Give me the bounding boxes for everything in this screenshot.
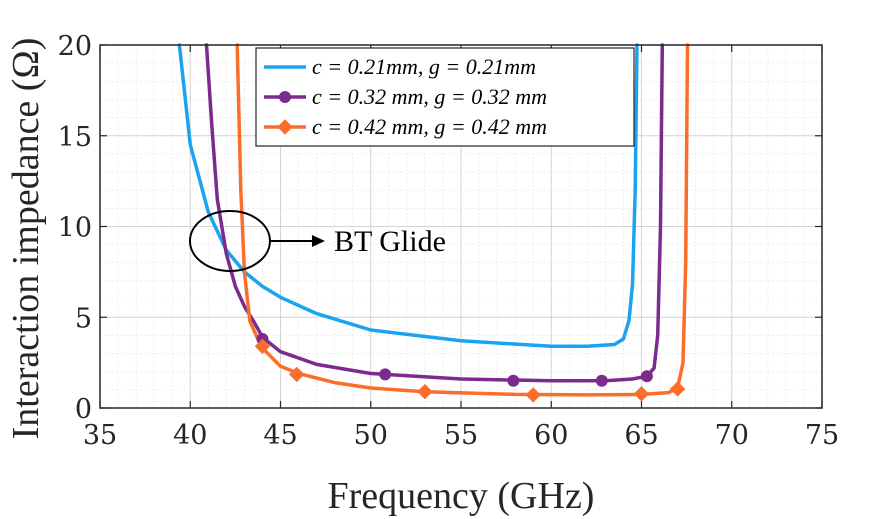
series-3-marker [669,381,686,397]
series-2-marker [595,374,608,387]
series-markers [254,333,686,403]
x-tick-label: 45 [263,420,297,451]
bt-glide-annotation: BT Glide [188,210,446,273]
x-tick-labels: 35 40 45 50 55 60 65 70 75 [83,420,839,451]
series-2-marker [507,374,520,387]
series-line-2 [204,43,665,383]
legend-marker-3 [277,119,293,135]
series-3-marker [525,387,541,403]
y-tick-label: 20 [58,31,92,62]
series-3-marker [417,383,433,400]
bt-glide-arrow-head [311,235,325,248]
y-axis-label: Interaction impedance (Ω) [5,38,47,440]
bt-glide-label: BT Glide [334,225,446,258]
legend-marker-2 [279,91,291,103]
x-tick-label: 55 [444,420,478,451]
x-tick-label: 35 [83,420,117,451]
x-tick-label: 70 [715,420,749,451]
legend: c = 0.21mm, g = 0.21mm c = 0.32 mm, g = 0… [255,47,635,147]
y-tick-label: 0 [75,394,92,425]
series-2-marker [640,370,653,383]
y-tick-label: 15 [58,122,92,153]
x-tick-label: 50 [354,420,388,451]
series-3-marker [289,366,305,383]
x-tick-label: 40 [173,420,207,451]
x-tick-label: 65 [624,420,658,451]
legend-label-3: c = 0.42 mm, g = 0.42 mm [312,114,547,139]
series-3-marker [633,386,650,402]
y-tick-label: 5 [75,303,92,334]
y-tick-label: 10 [58,213,92,244]
series-3-marker [254,338,271,354]
legend-label-1: c = 0.21mm, g = 0.21mm [312,54,536,79]
legend-label-2: c = 0.32 mm, g = 0.32 mm [312,84,547,109]
axis-ticks [99,44,823,409]
x-tick-label: 60 [534,420,568,451]
y-tick-labels: 0 5 10 15 20 [58,31,92,425]
x-axis-label: Frequency (GHz) [328,475,595,517]
series-2-marker [379,368,392,381]
legend-box [255,47,635,147]
x-tick-label: 75 [805,420,839,451]
